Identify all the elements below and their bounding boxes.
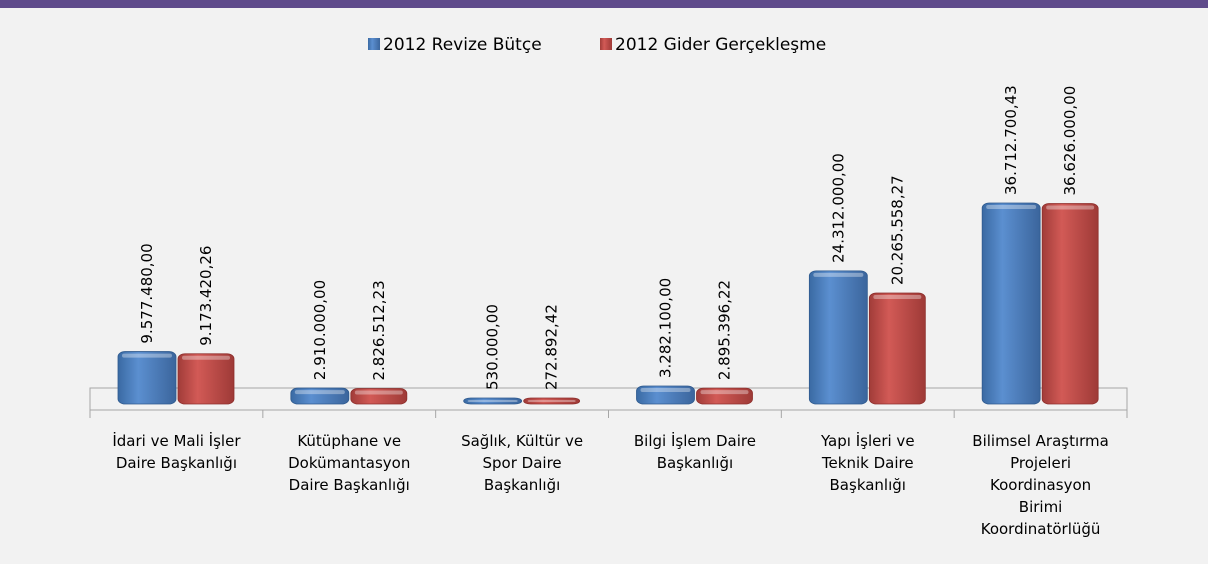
- bar-highlight: [813, 272, 864, 277]
- data-label: 2.895.396,22: [716, 280, 734, 380]
- x-tick-label: Bilgi İşlem Daire: [634, 431, 756, 450]
- x-tick-label: Birimi: [1019, 498, 1063, 516]
- x-tick-label: Başkanlığı: [657, 454, 733, 472]
- legend-label: 2012 Revize Bütçe: [383, 35, 542, 55]
- bar: [636, 385, 695, 405]
- data-label: 2.910.000,00: [311, 280, 329, 380]
- bar-highlight: [1046, 205, 1095, 210]
- top-bar: [0, 0, 1208, 8]
- x-tick-label: Başkanlığı: [830, 476, 906, 494]
- bar: [350, 388, 408, 405]
- data-label: 24.312.000,00: [829, 153, 847, 263]
- bar: [1041, 203, 1099, 405]
- bar: [177, 353, 235, 405]
- x-tick-label: Daire Başkanlığı: [116, 454, 237, 472]
- data-label: 272.892,42: [543, 304, 561, 390]
- bar: [696, 387, 753, 405]
- bar-highlight: [467, 400, 518, 402]
- bar-highlight: [700, 390, 749, 395]
- bar: [981, 202, 1041, 405]
- x-tick-label: Teknik Daire: [821, 454, 914, 472]
- legend-swatch: [368, 38, 380, 50]
- floor: [89, 387, 1128, 411]
- bar-highlight: [182, 355, 230, 360]
- data-label: 3.282.100,00: [657, 278, 675, 378]
- bar: [117, 351, 177, 405]
- x-tick-label: Koordinatörlüğü: [981, 520, 1101, 538]
- x-tick-label: Daire Başkanlığı: [289, 476, 410, 494]
- data-label: 530.000,00: [484, 304, 502, 390]
- data-label: 36.712.700,43: [1002, 85, 1020, 195]
- x-tick-label: Spor Daire: [483, 454, 562, 472]
- x-tick-label: Başkanlığı: [484, 476, 560, 494]
- bar-highlight: [354, 390, 403, 395]
- x-tick-label: Koordinasyon: [990, 476, 1091, 494]
- bar-highlight: [527, 400, 576, 402]
- bar: [463, 397, 523, 405]
- bar: [808, 270, 868, 405]
- bar-highlight: [294, 390, 345, 395]
- bar-highlight: [986, 205, 1037, 209]
- data-label: 36.626.000,00: [1061, 86, 1079, 196]
- x-tick-label: Bilimsel Araştırma: [972, 432, 1109, 450]
- bar: [523, 397, 581, 405]
- x-tick-label: Kütüphane ve: [297, 432, 401, 450]
- x-tick-label: İdari ve Mali İşler: [112, 431, 241, 450]
- bar: [868, 292, 926, 405]
- legend-swatch: [600, 38, 612, 50]
- bar: [290, 387, 350, 405]
- legend-label: 2012 Gider Gerçekleşme: [615, 35, 826, 55]
- data-label: 9.577.480,00: [138, 243, 156, 343]
- x-tick-label: Yapı İşleri ve: [820, 431, 915, 450]
- data-label: 2.826.512,23: [370, 280, 388, 380]
- x-tick-label: Dokümantasyon: [288, 454, 410, 472]
- bar-highlight: [640, 388, 691, 393]
- data-label: 20.265.558,27: [888, 175, 906, 285]
- data-label: 9.173.420,26: [197, 246, 215, 346]
- bar-highlight: [122, 353, 172, 358]
- x-tick-label: Sağlık, Kültür ve: [461, 432, 583, 450]
- x-tick-label: Projeleri: [1010, 454, 1071, 472]
- bar-highlight: [873, 295, 922, 300]
